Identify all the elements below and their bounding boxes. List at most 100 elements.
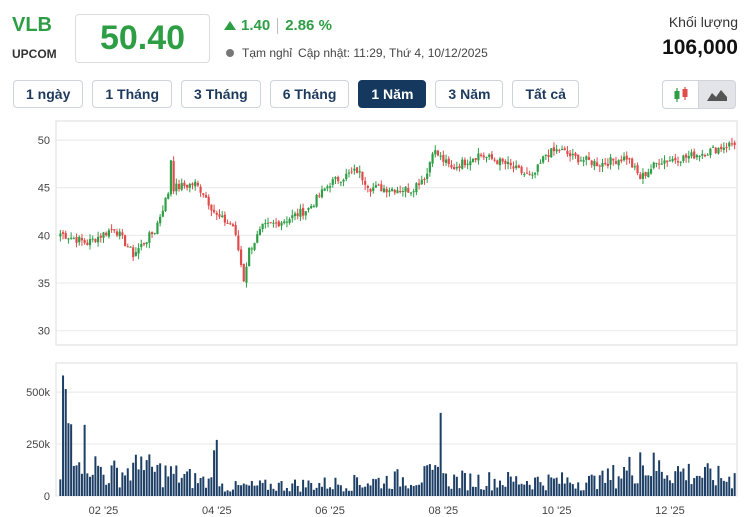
volume-bar (698, 475, 701, 496)
price-panel-frame (55, 120, 738, 346)
volume-bar (285, 487, 288, 496)
volume-bar (318, 482, 321, 496)
candle-body (70, 237, 73, 239)
candle-body (366, 185, 369, 188)
volume-bar (89, 476, 92, 496)
volume-bar (132, 462, 135, 496)
candle-body (72, 238, 75, 240)
candle-body (312, 205, 315, 207)
area-chart-button[interactable] (699, 80, 736, 109)
volume-bar (474, 486, 477, 496)
volume-bar (490, 490, 493, 496)
candle-body (544, 154, 547, 156)
volume-bar (339, 485, 342, 496)
status-row: Tạm nghỉ Cập nhật: 11:29, Thứ 4, 10/12/2… (226, 46, 488, 60)
volume-bar (388, 488, 391, 496)
volume-bar (566, 477, 569, 496)
volume-bar (312, 489, 315, 496)
candle-body (142, 242, 146, 245)
candle-body (401, 190, 404, 192)
volume-bar (434, 465, 437, 496)
volume-bar (542, 485, 545, 496)
candle-body (442, 154, 445, 162)
price-change: 1.40 2.86 % (224, 17, 332, 34)
candle-body (234, 225, 237, 235)
volume-bar (191, 488, 194, 496)
candle-body (636, 165, 639, 174)
volume-bar (725, 481, 728, 496)
candle-body (447, 158, 450, 165)
candle-body (196, 182, 200, 186)
candle-body (506, 161, 510, 164)
volume-bar (606, 468, 609, 496)
tab-1-day[interactable]: 1 ngày (13, 80, 84, 108)
tab-3-years[interactable]: 3 Năm (435, 80, 504, 108)
volume-bar (153, 471, 156, 496)
volume-bar (199, 477, 202, 496)
volume-bar (668, 480, 671, 496)
candle-body (285, 221, 289, 223)
candlestick-button[interactable] (662, 80, 699, 109)
candle-body (423, 178, 426, 180)
candle-body (272, 222, 275, 224)
tab-1-month[interactable]: 1 Tháng (92, 80, 173, 108)
volume-bar (337, 484, 340, 496)
candle-body (450, 164, 453, 168)
candle-body (717, 147, 720, 154)
volume-bar (86, 473, 89, 496)
candle-body (671, 159, 674, 162)
candle-body (517, 165, 520, 168)
volume-bar (399, 486, 402, 496)
volume-bar (70, 424, 73, 496)
volume-bar (99, 466, 102, 496)
candle-body (334, 177, 337, 179)
volume-bar (393, 471, 396, 496)
volume-bar (183, 473, 186, 496)
volume-bar (115, 467, 118, 496)
volume-bar (423, 466, 426, 496)
volume-bar (690, 484, 693, 496)
candle-body (577, 154, 580, 163)
candle-body (293, 213, 297, 217)
tab-all[interactable]: Tất cả (512, 80, 579, 108)
tab-3-months[interactable]: 3 Tháng (181, 80, 261, 108)
volume-bar (509, 476, 512, 496)
candle-body (164, 197, 167, 212)
candle-body (102, 232, 105, 238)
candle-body (550, 148, 553, 158)
candle-body (80, 237, 84, 241)
volume-bar (180, 477, 183, 496)
candle-body (485, 156, 488, 158)
tab-1-year[interactable]: 1 Năm (358, 80, 427, 108)
candle-body (455, 167, 458, 169)
candle-body (649, 169, 653, 174)
candle-body (399, 191, 402, 193)
candle-body (480, 154, 483, 156)
candle-body (412, 191, 415, 193)
volume-bar (148, 454, 151, 496)
up-arrow-icon (224, 21, 236, 30)
volume-bar (612, 465, 615, 496)
volume-bar (353, 474, 356, 496)
candlestick-icon (674, 86, 687, 102)
volume-bar (291, 483, 294, 496)
candle-body (372, 187, 375, 191)
volume-bar (94, 456, 97, 496)
volume-bar (418, 484, 421, 496)
volume-bar (342, 491, 345, 496)
tab-6-months[interactable]: 6 Tháng (269, 80, 350, 108)
candle-body (175, 183, 178, 192)
volume-bar (585, 482, 588, 496)
volume-bar (134, 454, 137, 496)
candle-body (439, 155, 442, 157)
candle-body (212, 209, 216, 213)
volume-bar (407, 488, 410, 496)
current-price: 50.40 (75, 14, 210, 63)
volume-bar (307, 480, 310, 496)
volume-bar (137, 469, 140, 496)
volume-bar (714, 485, 717, 496)
candle-body (612, 158, 615, 161)
candle-body (728, 142, 731, 147)
candle-body (520, 166, 523, 174)
volume-bar (674, 471, 677, 496)
